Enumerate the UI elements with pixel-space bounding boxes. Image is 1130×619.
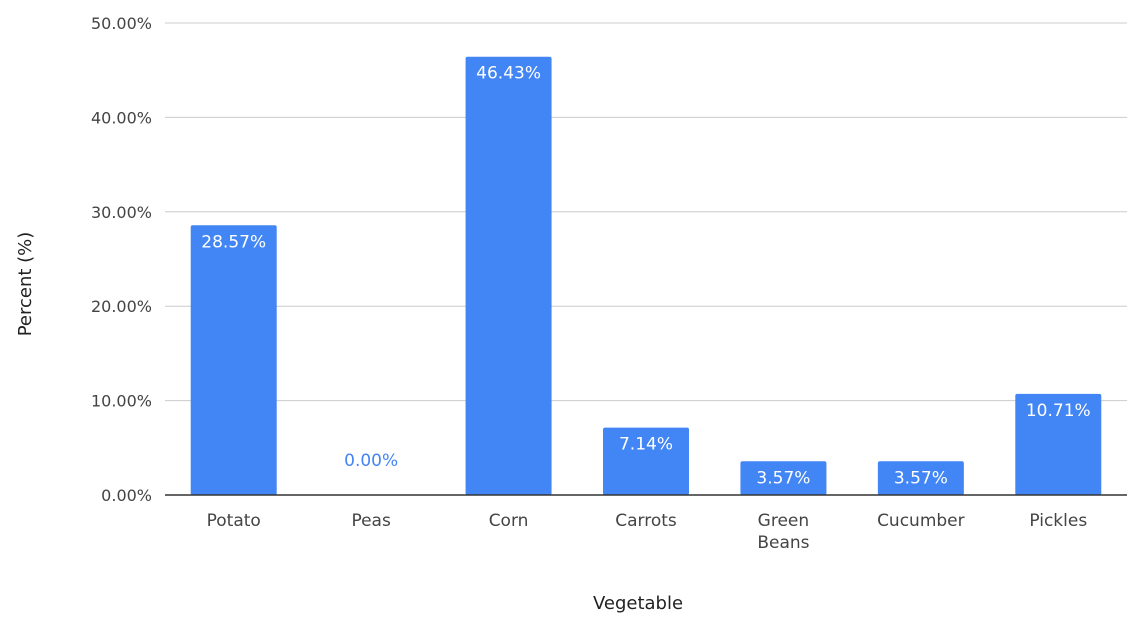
y-tick-label: 40.00% [91, 108, 152, 127]
data-label: 10.71% [1026, 401, 1091, 421]
x-axis-categories: Potato Peas Corn Carrots Green Beans Cucumber P… [207, 511, 1088, 553]
x-category-label: Carrots [615, 511, 677, 531]
x-category-label: Green Beans [757, 511, 809, 553]
bar [190, 225, 277, 495]
y-axis-title: Percent (%) [15, 232, 36, 337]
data-label: 3.57% [894, 468, 948, 488]
x-category-label: Corn [489, 511, 529, 531]
data-labels: 28.57% 0.00% 46.43% 7.14% 3.57% 3.57% 10.71% [201, 64, 1090, 489]
x-category-label: Pickles [1029, 511, 1087, 531]
bar [740, 461, 827, 495]
x-category-label: Peas [351, 511, 391, 531]
y-tick-label: 10.00% [91, 392, 152, 411]
y-tick-label: 20.00% [91, 297, 152, 316]
x-category-label: Cucumber [877, 511, 965, 531]
data-label: 0.00% [344, 451, 398, 471]
bar [603, 427, 689, 495]
y-axis-ticks: 0.00% 10.00% 20.00% 30.00% 40.00% 50.00% [91, 14, 152, 505]
x-axis-title: Vegetable [593, 593, 683, 614]
y-tick-label: 50.00% [91, 14, 152, 33]
bar [877, 461, 964, 495]
y-tick-label: 30.00% [91, 203, 152, 222]
bars [190, 56, 1102, 495]
y-tick-label: 0.00% [101, 486, 152, 505]
bar [465, 56, 552, 495]
data-label: 46.43% [476, 64, 541, 84]
data-label: 3.57% [756, 468, 810, 488]
gridlines [165, 22, 1127, 402]
data-label: 28.57% [201, 232, 266, 252]
bar [1015, 393, 1102, 495]
data-label: 7.14% [619, 435, 673, 455]
x-category-label: Potato [207, 511, 261, 531]
